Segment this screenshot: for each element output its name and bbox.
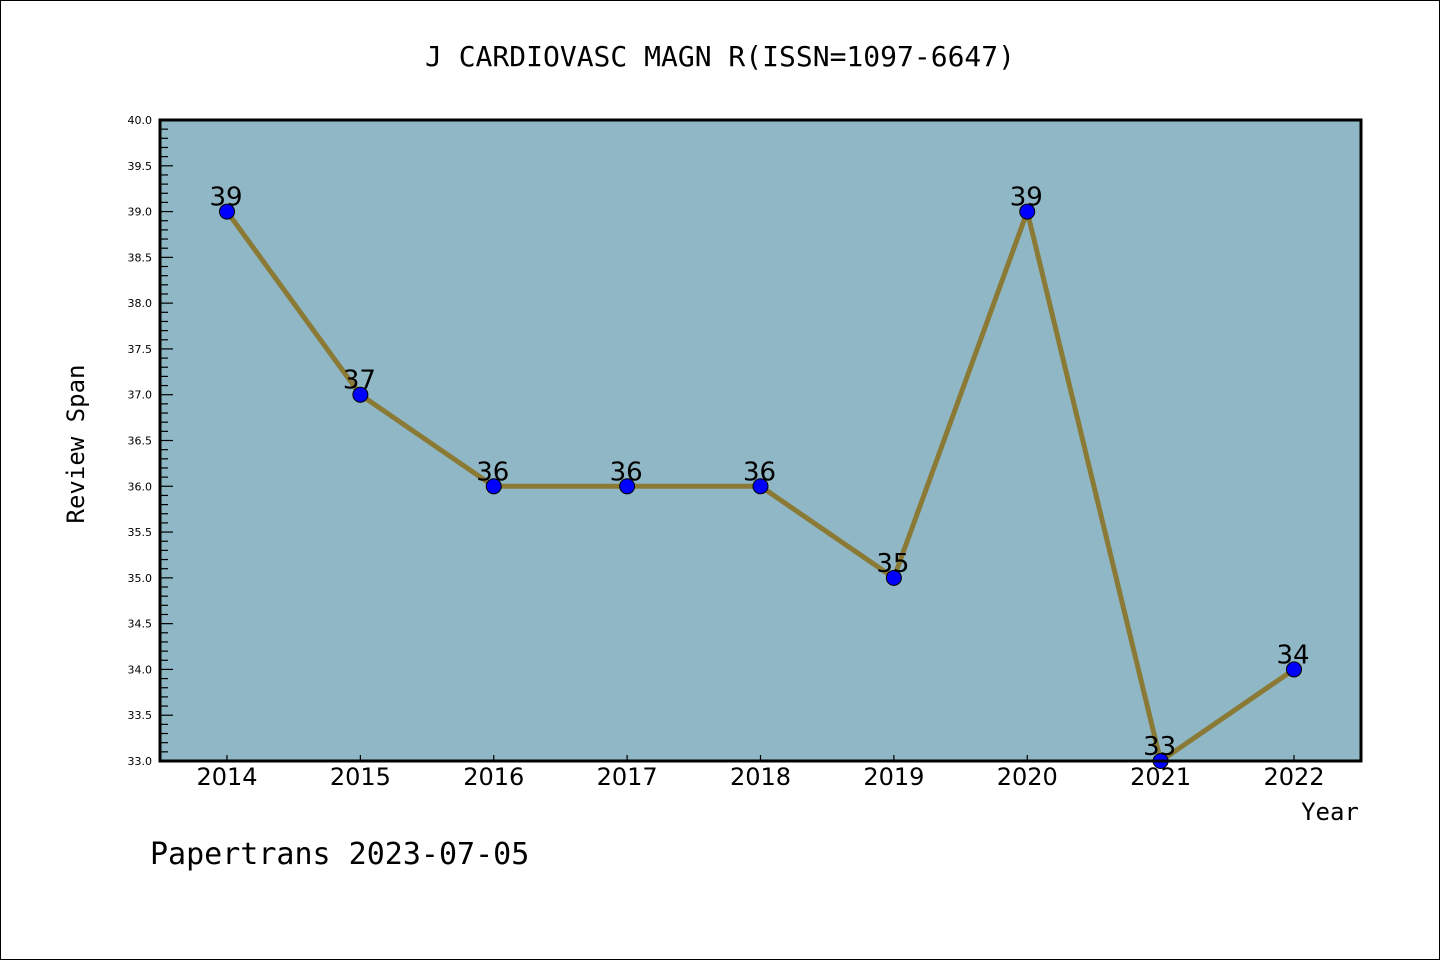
data-label: 39 <box>1010 183 1043 213</box>
data-label: 36 <box>476 457 509 487</box>
data-point <box>485 478 502 495</box>
plot-area <box>160 120 1361 761</box>
y-tick-label: 37.5 <box>128 343 153 356</box>
y-tick-label: 40.0 <box>128 114 153 127</box>
chart-title: J CARDIOVASC MAGN R(ISSN=1097-6647) <box>425 40 1015 73</box>
y-tick-label: 33.5 <box>128 709 153 722</box>
y-tick-label: 35.5 <box>128 526 153 539</box>
y-tick-label: 35.0 <box>128 572 153 585</box>
x-axis-label: Year <box>1301 798 1359 826</box>
x-tick-label: 2017 <box>597 763 658 791</box>
x-tick-label: 2022 <box>1263 763 1324 791</box>
data-point <box>1019 203 1036 220</box>
data-label: 33 <box>1143 732 1176 762</box>
y-tick-label: 34.0 <box>128 663 153 676</box>
x-tick-label: 2016 <box>463 763 524 791</box>
y-tick-label: 34.5 <box>128 618 153 631</box>
y-tick-label: 38.0 <box>128 297 153 310</box>
y-tick-label: 39.0 <box>128 206 153 219</box>
data-label: 36 <box>743 457 776 487</box>
y-tick-label: 33.0 <box>128 755 153 768</box>
x-tick-label: 2015 <box>330 763 391 791</box>
y-tick-label: 38.5 <box>128 251 153 264</box>
data-point <box>1286 661 1302 678</box>
y-tick-label: 36.0 <box>128 480 153 493</box>
data-point <box>619 478 636 495</box>
data-point <box>885 569 902 586</box>
data-label: 34 <box>1276 640 1309 670</box>
y-axis-label: Review Span <box>62 365 90 524</box>
data-label: 35 <box>876 549 909 579</box>
footer-text: Papertrans 2023-07-05 <box>150 837 529 872</box>
data-label: 39 <box>209 183 242 213</box>
plot-border <box>158 118 1363 763</box>
y-tick-label: 39.5 <box>128 160 153 173</box>
x-tick-label: 2014 <box>196 763 257 791</box>
data-label: 37 <box>343 366 376 396</box>
x-tick-label: 2020 <box>997 763 1058 791</box>
y-tick-label: 36.5 <box>128 435 153 448</box>
x-tick-label: 2018 <box>730 763 791 791</box>
data-label: 36 <box>610 457 643 487</box>
y-tick-label: 37.0 <box>128 389 153 402</box>
data-point <box>219 203 235 220</box>
data-point <box>752 478 769 495</box>
data-point <box>352 386 369 403</box>
x-tick-label: 2019 <box>863 763 924 791</box>
